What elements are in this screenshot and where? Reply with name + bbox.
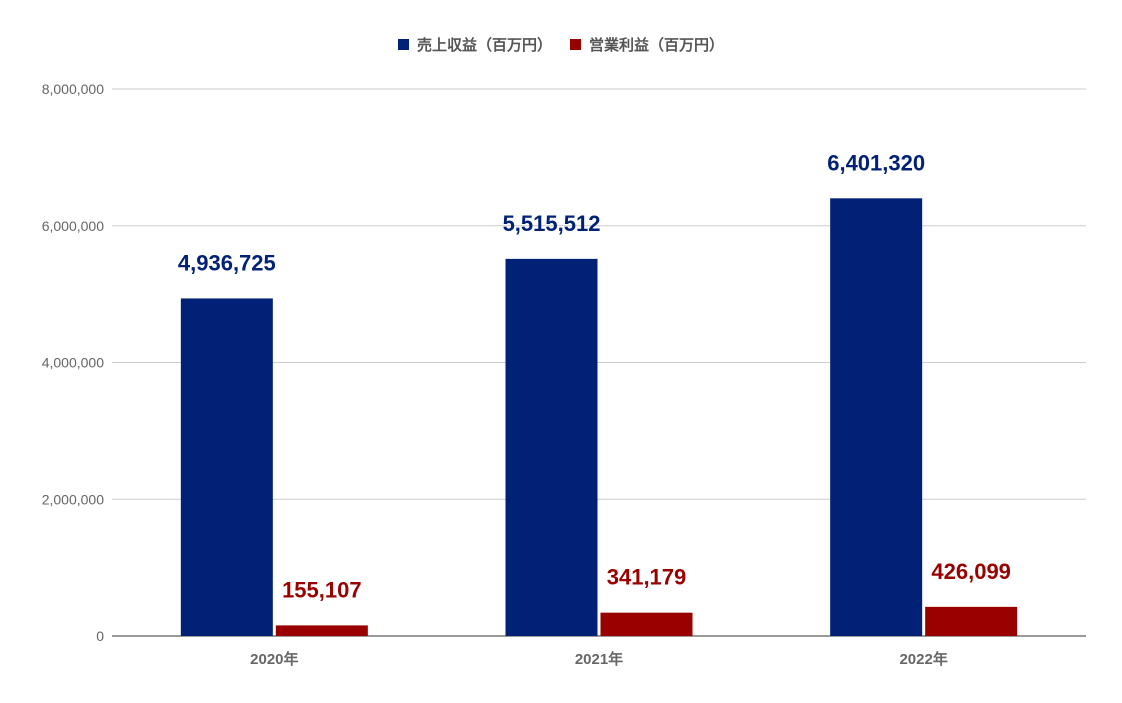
y-tick-label: 8,000,000: [42, 81, 104, 97]
data-label-revenue: 6,401,320: [827, 150, 925, 175]
y-tick-label: 0: [96, 628, 104, 644]
data-label-revenue: 4,936,725: [178, 250, 276, 275]
bar-operating-profit: [600, 612, 693, 636]
legend-swatch-operating-profit: [570, 39, 581, 50]
legend-item-operating-profit: 営業利益（百万円）: [570, 34, 724, 55]
x-tick-label: 2022年: [899, 650, 947, 668]
y-tick-label: 4,000,000: [42, 355, 104, 371]
data-label-revenue: 5,515,512: [503, 211, 601, 236]
legend-item-revenue: 売上収益（百万円）: [397, 34, 552, 55]
bar-revenue: [180, 298, 273, 636]
data-label-operating-profit: 341,179: [607, 565, 687, 590]
legend-label-revenue: 売上収益（百万円）: [416, 36, 552, 54]
data-label-operating-profit: 155,107: [282, 577, 362, 602]
bar-revenue: [505, 258, 598, 636]
bar-operating-profit: [275, 625, 368, 636]
legend-label-operating-profit: 営業利益（百万円）: [589, 36, 725, 54]
bar-operating-profit: [925, 606, 1018, 636]
y-tick-label: 6,000,000: [42, 218, 104, 234]
y-tick-label: 2,000,000: [42, 491, 104, 507]
x-tick-label: 2020年: [250, 650, 298, 668]
legend: 売上収益（百万円） 営業利益（百万円）: [0, 34, 1122, 55]
legend-swatch-revenue: [397, 39, 409, 50]
data-label-operating-profit: 426,099: [931, 559, 1011, 584]
x-tick-label: 2021年: [575, 650, 623, 668]
bar-revenue: [830, 198, 923, 636]
